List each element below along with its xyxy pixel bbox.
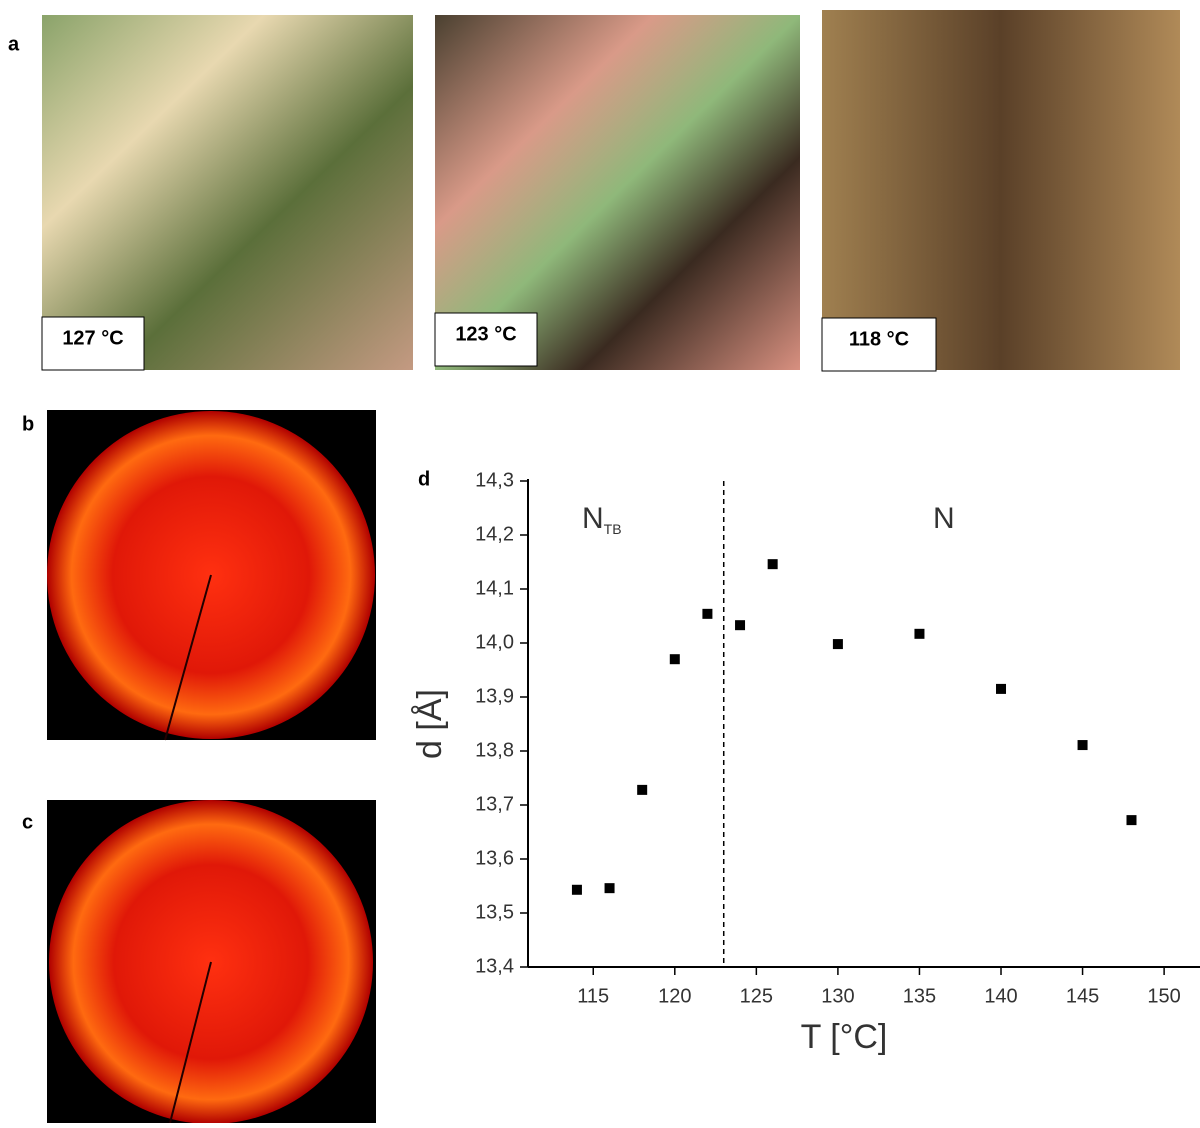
x-tick-label: 120	[658, 985, 691, 1007]
data-point	[833, 639, 843, 649]
data-point	[572, 885, 582, 895]
data-point	[768, 559, 778, 569]
data-point	[670, 654, 680, 664]
y-tick-label: 13,4	[475, 955, 514, 977]
y-tick-label: 13,5	[475, 901, 514, 923]
data-point	[735, 620, 745, 630]
data-point	[1126, 815, 1136, 825]
x-tick-label: 150	[1147, 985, 1180, 1007]
temperature-label: 123 °C	[455, 323, 516, 345]
x-tick-label: 135	[903, 985, 936, 1007]
figure: a b c d 127 °C 123 °C 118 °C 13,4 13,5 13,6 13,7 13…	[0, 0, 1200, 1123]
y-tick-label: 13,6	[475, 847, 514, 869]
data-point	[605, 883, 615, 893]
phase-label: N	[933, 502, 955, 535]
x-axis-label: T [°C]	[801, 1018, 888, 1056]
y-tick-label: 14,3	[475, 469, 514, 491]
data-point	[914, 629, 924, 639]
x-tick-label: 145	[1066, 985, 1099, 1007]
phase-label-main: N	[582, 502, 604, 535]
y-tick-label: 14,1	[475, 577, 514, 599]
y-tick-label: 13,9	[475, 685, 514, 707]
temperature-label: 127 °C	[62, 327, 123, 349]
xray-pattern	[49, 800, 373, 1123]
x-tick-label: 140	[984, 985, 1017, 1007]
y-tick-label: 13,7	[475, 793, 514, 815]
y-axis-label: d [Å]	[411, 689, 449, 759]
data-point	[996, 684, 1006, 694]
y-tick-label: 14,2	[475, 523, 514, 545]
data-point	[637, 785, 647, 795]
y-tick-label: 13,8	[475, 739, 514, 761]
panel-label: b	[22, 413, 34, 435]
data-point	[702, 609, 712, 619]
panel-label: c	[22, 811, 33, 833]
micrograph	[822, 10, 1180, 370]
phase-label-subscript: TB	[604, 521, 622, 537]
phase-label: NTB	[582, 502, 622, 537]
x-tick-label: 125	[740, 985, 773, 1007]
panel-label: d	[418, 468, 430, 490]
temperature-label: 118 °C	[849, 328, 909, 350]
x-tick-label: 115	[577, 985, 609, 1007]
y-tick-label: 14,0	[475, 631, 514, 653]
data-point	[1078, 740, 1088, 750]
panel-label: a	[8, 33, 20, 55]
x-tick-label: 130	[821, 985, 854, 1007]
